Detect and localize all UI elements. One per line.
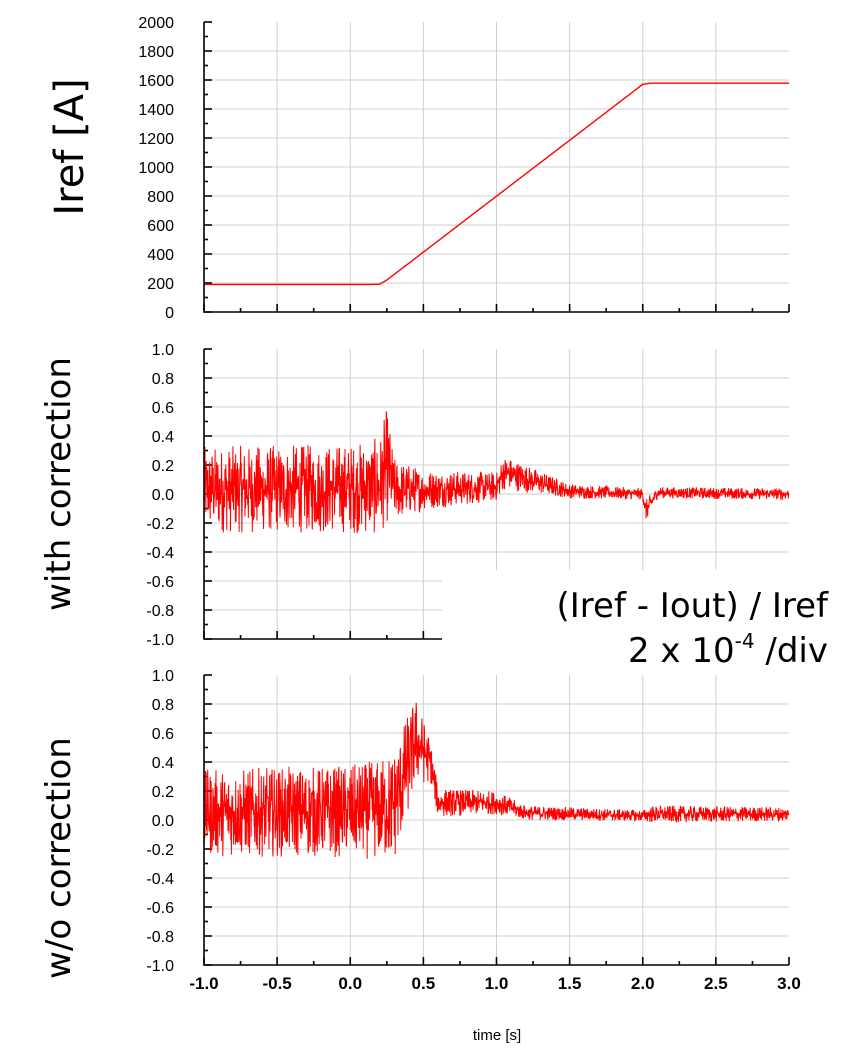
without-correction-y-tick-label: 1.0 [152, 668, 174, 685]
without-correction-y-tick-label: 0.6 [152, 726, 174, 743]
iref-series-line [204, 82, 789, 286]
without-correction-x-tick-label: 3.0 [777, 974, 801, 993]
annotation-background [442, 570, 847, 670]
without-correction-y-tick-label: -1.0 [146, 958, 174, 975]
without-correction-axis-label: w/o correction [39, 737, 79, 979]
iref-y-tick-label: 1400 [138, 102, 174, 119]
with-correction-y-tick-label: -0.8 [146, 603, 174, 620]
iref-y-tick-label: 2000 [138, 15, 174, 32]
without-correction-x-tick-label: 1.5 [558, 974, 582, 993]
without-correction-panel: 1.0 0.8 0.6 0.4 0.2 0.0 -0.2 -0.4 -0.6 -0.8 -1.0 -1… [146, 668, 800, 993]
with-correction-y-tick-label: -0.2 [146, 516, 174, 533]
iref-panel: 0 200 400 600 800 1000 1200 1400 1600 1800 2000 [138, 15, 790, 322]
with-correction-y-tick-label: -0.4 [146, 545, 174, 562]
with-correction-y-tick-label: -0.6 [146, 574, 174, 591]
iref-y-tick-label: 800 [147, 189, 174, 206]
without-correction-y-tick-label: -0.6 [146, 900, 174, 917]
with-correction-y-tick-label: 0.4 [152, 429, 174, 446]
without-correction-x-tick-label: -0.5 [262, 974, 291, 993]
iref-y-tick-label: 0 [165, 305, 174, 322]
without-correction-x-tick-label: 0.5 [412, 974, 436, 993]
with-correction-axis-label: with correction [39, 357, 79, 611]
with-correction-y-tick-label: 0.2 [152, 458, 174, 475]
without-correction-x-tick-label: 2.5 [704, 974, 728, 993]
iref-y-tick-label: 1600 [138, 73, 174, 90]
annotation-exponent: -4 [735, 629, 755, 653]
without-correction-y-tick-label: 0.2 [152, 784, 174, 801]
without-correction-y-tick-label: -0.2 [146, 842, 174, 859]
iref-y-tick-label: 1800 [138, 44, 174, 61]
with-correction-y-tick-label: 0.6 [152, 400, 174, 417]
without-correction-y-tick-label: -0.4 [146, 871, 174, 888]
iref-y-tick-label: 1000 [138, 160, 174, 177]
without-correction-x-tick-label: 1.0 [485, 974, 509, 993]
with-correction-series-line [203, 411, 790, 534]
iref-y-tick-label: 600 [147, 218, 174, 235]
iref-y-tick-label: 1200 [138, 131, 174, 148]
without-correction-y-tick-label: 0.8 [152, 697, 174, 714]
with-correction-y-tick-label: 1.0 [152, 342, 174, 359]
with-correction-y-tick-label: 0.8 [152, 371, 174, 388]
without-correction-y-tick-label: 0.4 [152, 755, 174, 772]
iref-y-tick-label: 400 [147, 247, 174, 264]
iref-y-tick-label: 200 [147, 276, 174, 293]
without-correction-y-tick-label: -0.8 [146, 929, 174, 946]
with-correction-y-tick-label: 0.0 [152, 487, 174, 504]
without-correction-x-tick-label: 2.0 [631, 974, 655, 993]
x-axis-title: time [s] [473, 1027, 521, 1044]
without-correction-x-tick-label: -1.0 [189, 974, 218, 993]
without-correction-series-line [203, 702, 790, 859]
with-correction-y-tick-label: -1.0 [146, 632, 174, 649]
without-correction-y-tick-label: 0.0 [152, 813, 174, 830]
without-correction-x-tick-label: 0.0 [338, 974, 362, 993]
annotation-ratio-label: (Iref - Iout) / Iref [557, 586, 830, 626]
iref-axis-label: Iref [A] [47, 78, 93, 215]
annotation-scale-label: 2 x 10-4 /div [628, 629, 828, 671]
